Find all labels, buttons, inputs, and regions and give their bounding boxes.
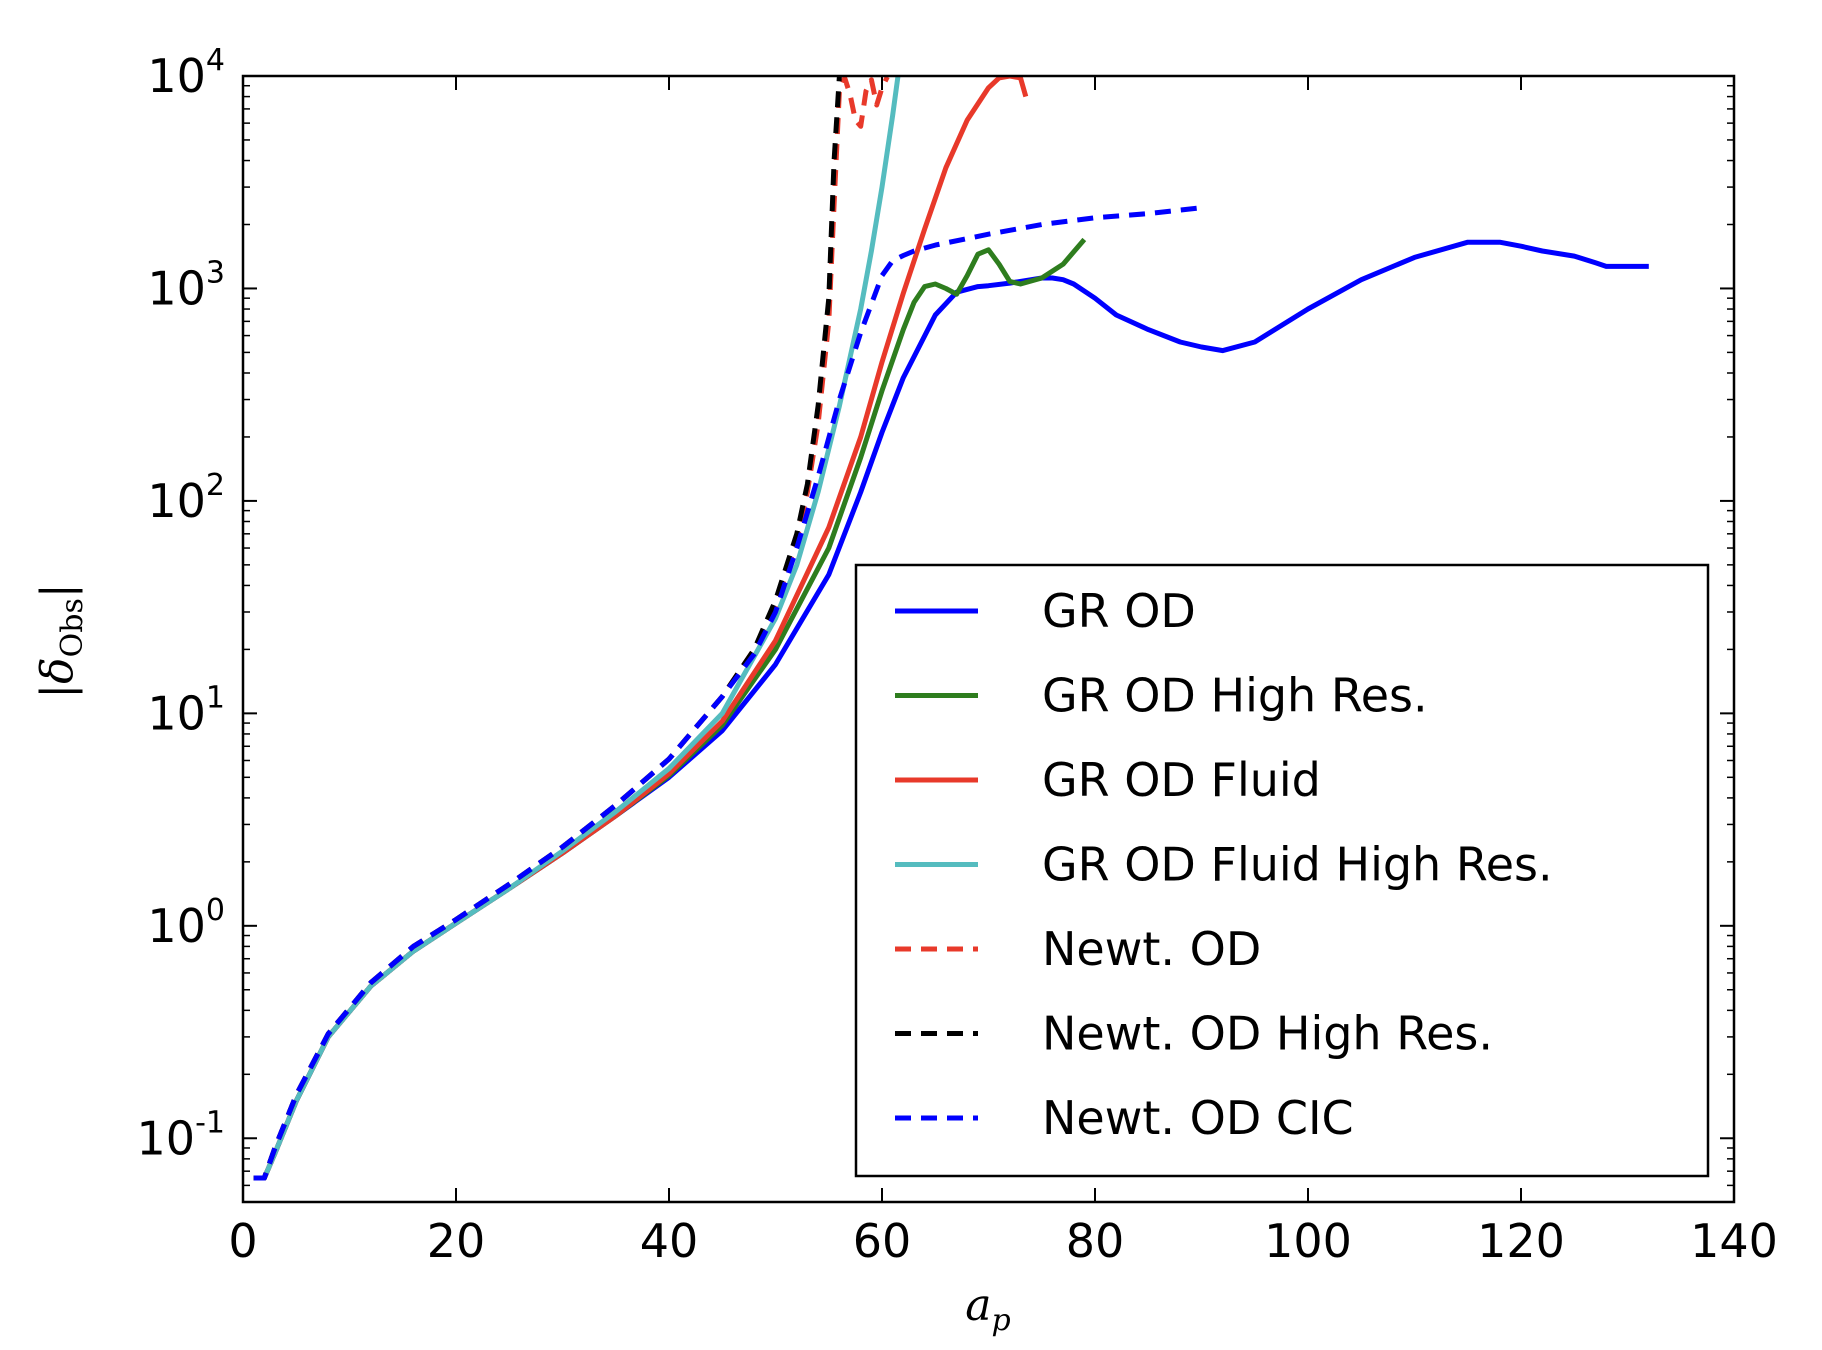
x-axis-label: ap — [965, 1280, 1010, 1338]
x-tick-label: 20 — [427, 1214, 486, 1268]
legend-label: Newt. OD CIC — [1042, 1091, 1354, 1145]
series-line-newt-od-high-res — [253, 76, 842, 1181]
legend-box — [854, 563, 1710, 1178]
legend-label: Newt. OD — [1042, 922, 1261, 976]
series-layer — [253, 76, 1649, 1181]
x-tick-label: 40 — [640, 1214, 699, 1268]
series-line-newt-od — [253, 76, 890, 1181]
legend: GR OD GR OD High Res. GR OD Fluid GR OD Flu… — [854, 563, 1710, 1178]
y-tick-label: 10-1 — [137, 1105, 225, 1165]
plot-frame — [241, 74, 1736, 1204]
x-tick-label: 140 — [1690, 1214, 1778, 1268]
x-tick-label: 80 — [1066, 1214, 1125, 1268]
x-tick-label: 0 — [228, 1214, 257, 1268]
y-tick-label: 102 — [147, 468, 225, 528]
x-tick-label: 60 — [853, 1214, 912, 1268]
y-tick-label: 100 — [147, 893, 225, 953]
y-tick-label: 104 — [147, 43, 225, 103]
series-line-newt-od-cic — [253, 205, 1202, 1181]
legend-label: GR OD — [1042, 584, 1196, 638]
x-tick-label: 120 — [1477, 1214, 1565, 1268]
legend-label: GR OD High Res. — [1042, 669, 1428, 723]
legend-label: Newt. OD High Res. — [1042, 1007, 1493, 1061]
ticks-layer: 0 20 40 60 80 100 120 140 10-1 100 101 102 103 104 — [137, 43, 1778, 1268]
x-tick-label: 100 — [1264, 1214, 1352, 1268]
legend-label: GR OD Fluid — [1042, 753, 1321, 807]
y-tick-label: 101 — [147, 680, 225, 740]
y-tick-label: 103 — [147, 255, 225, 315]
y-axis-label: |δObs| — [32, 583, 90, 698]
legend-label: GR OD Fluid High Res. — [1042, 838, 1553, 892]
